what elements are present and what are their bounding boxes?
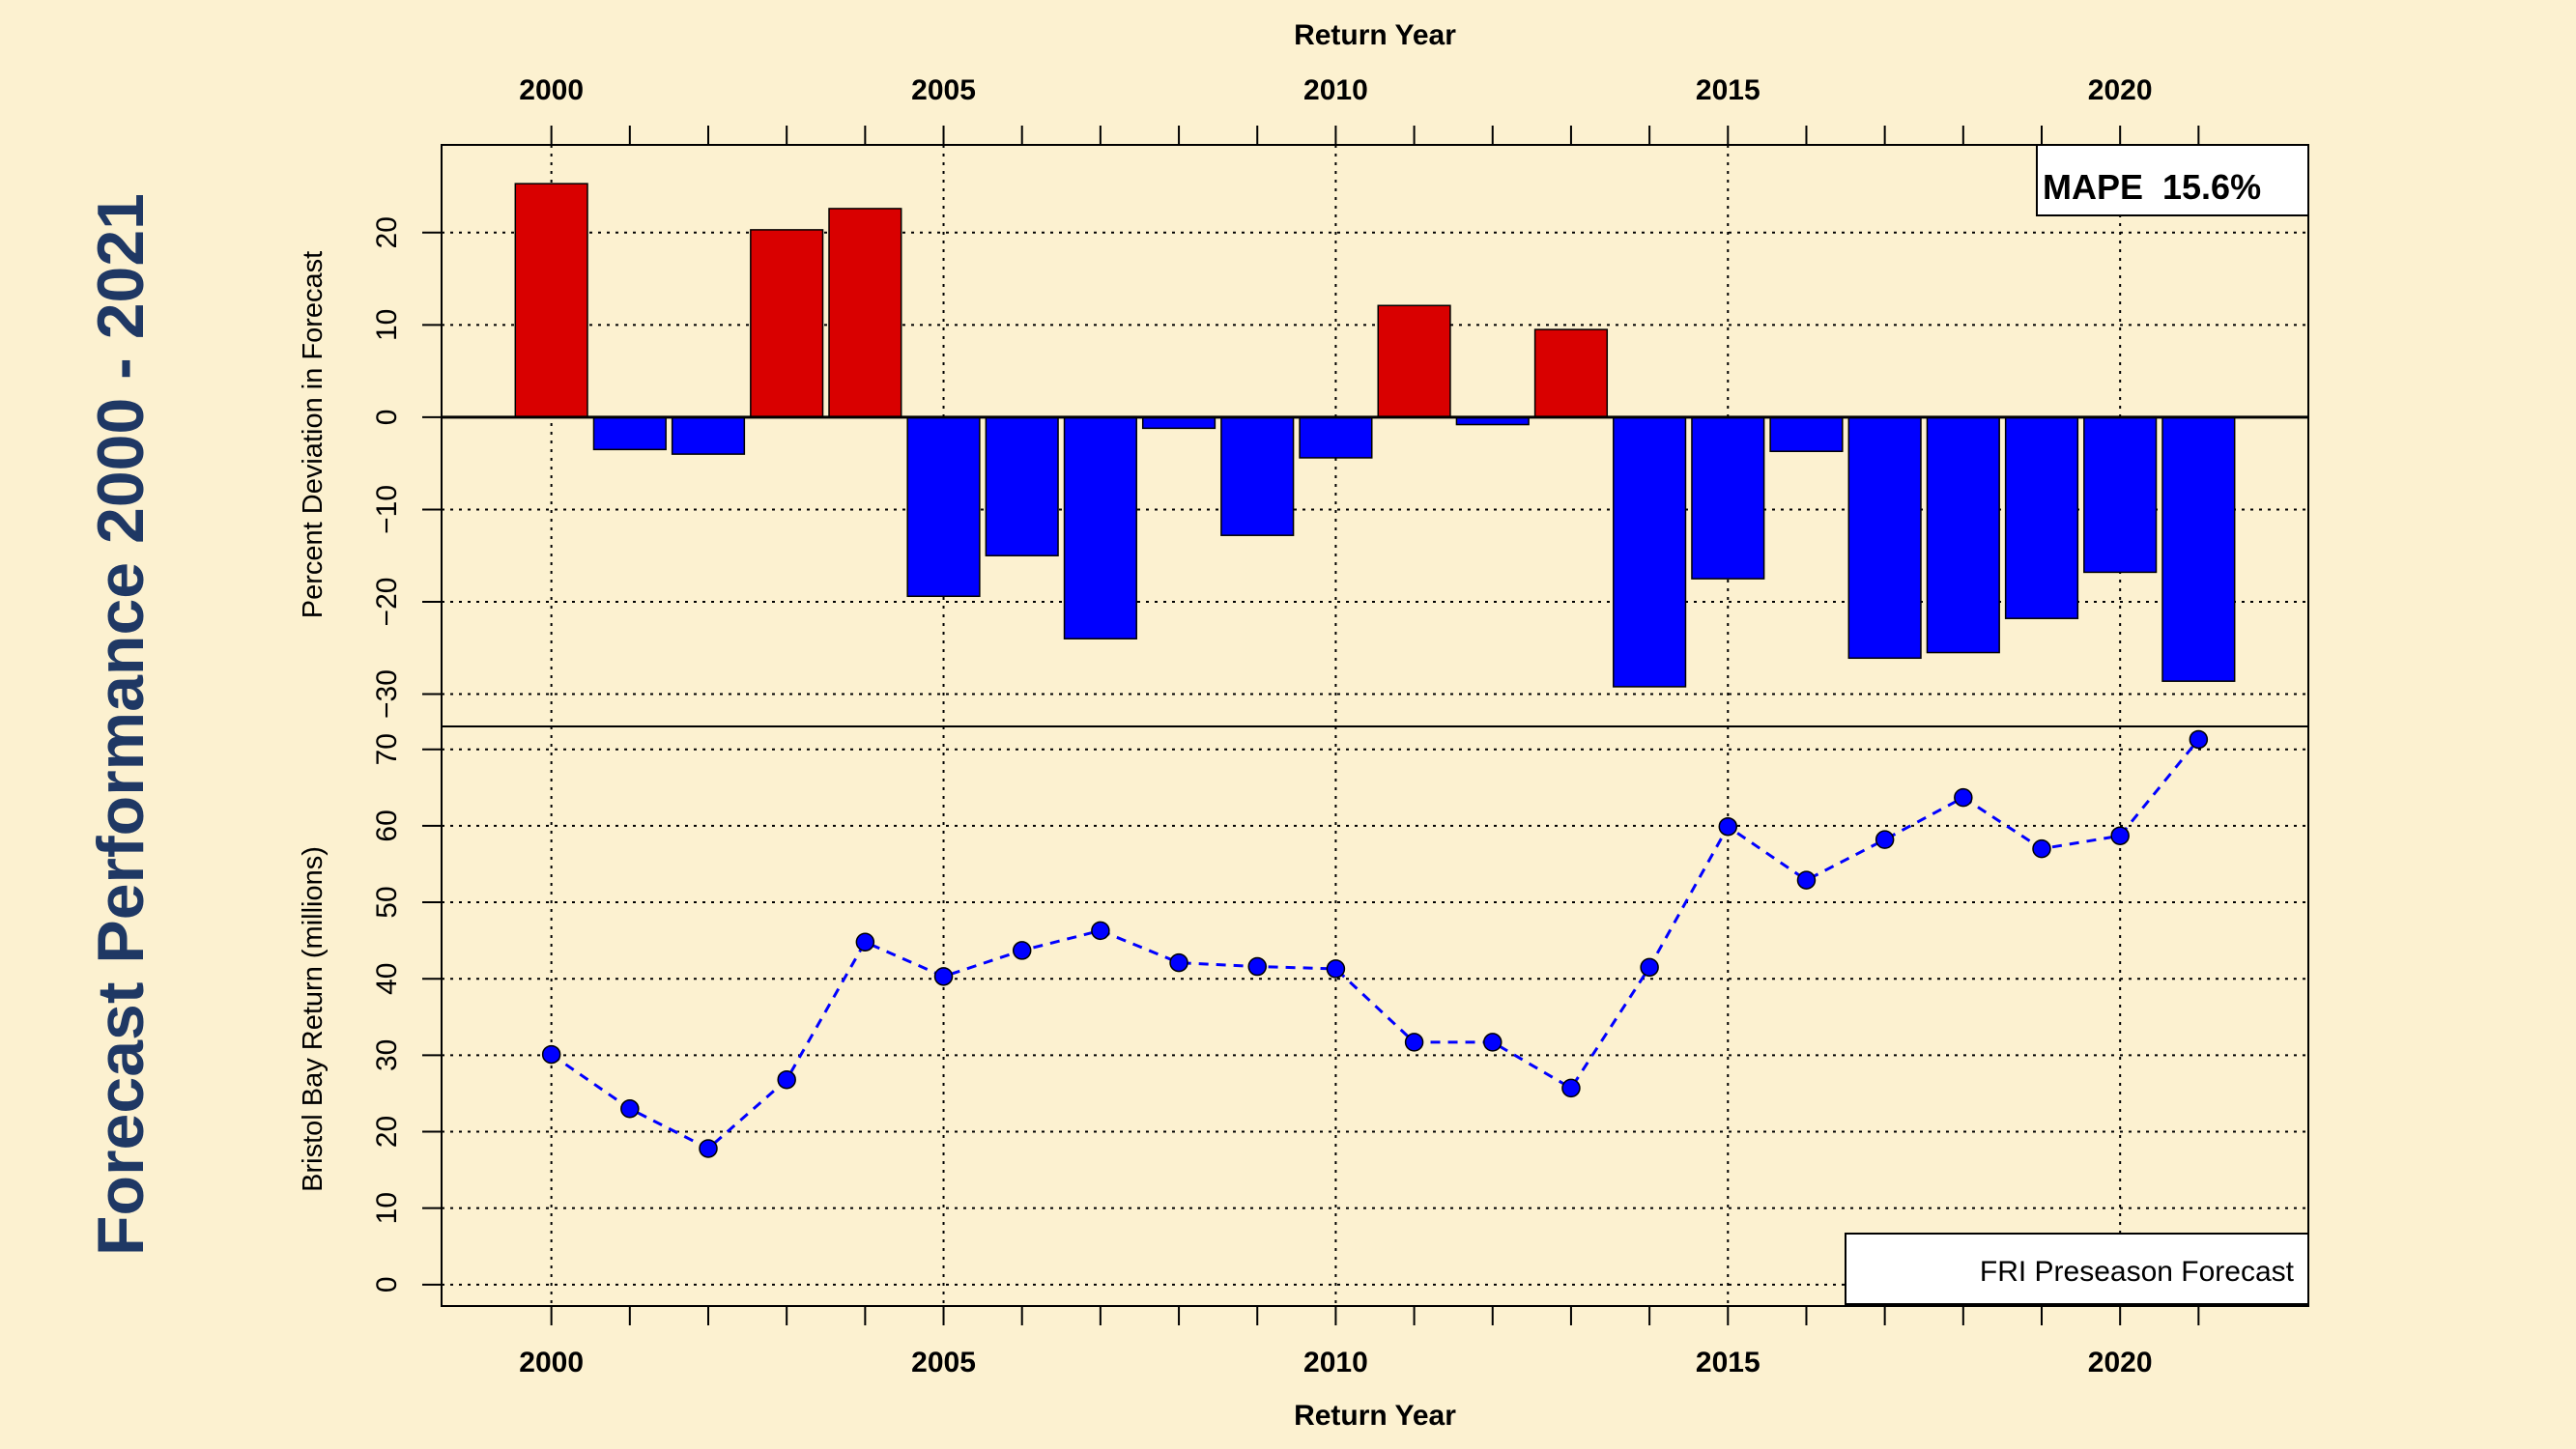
data-point	[1169, 952, 1188, 973]
top-x-axis-title: Return Year	[1294, 19, 1456, 51]
data-point	[1875, 830, 1895, 849]
line-y-tick-label: 0	[371, 1276, 403, 1293]
bar	[1377, 304, 1451, 418]
data-point	[1796, 870, 1817, 890]
bar	[2083, 416, 2158, 574]
data-point	[1561, 1078, 1581, 1098]
line-panel-frame	[441, 725, 2309, 1307]
legend-label: FRI Preseason Forecast	[1980, 1256, 2295, 1288]
bar	[1769, 416, 1844, 452]
data-point	[1483, 1033, 1503, 1052]
line-y-tick-label: 10	[371, 1192, 403, 1224]
data-point	[855, 932, 875, 952]
bar-y-tick-label: 20	[371, 216, 403, 248]
bar	[592, 416, 667, 451]
bar-y-tick-label: 10	[371, 309, 403, 341]
bottom-x-tick-label: 2005	[911, 1347, 976, 1378]
bar	[1220, 416, 1295, 536]
top-x-tick-label: 2015	[1696, 74, 1760, 106]
line-y-tick-label: 60	[371, 810, 403, 841]
bar	[985, 416, 1059, 556]
line-y-tick-label: 70	[371, 733, 403, 765]
data-point	[541, 1044, 561, 1065]
line-y-tick-label: 50	[371, 886, 403, 918]
bottom-x-tick-label: 2010	[1303, 1347, 1368, 1378]
line-y-tick-label: 30	[371, 1039, 403, 1071]
bar	[906, 416, 981, 598]
data-point	[1326, 959, 1346, 979]
bar-y-tick-label: −30	[371, 669, 403, 719]
data-point	[1247, 956, 1267, 977]
data-point	[2189, 729, 2209, 750]
data-point	[2110, 826, 2130, 845]
bar-y-tick-label: −10	[371, 485, 403, 534]
bar-y-axis-title: Percent Deviation in Forecast	[298, 251, 329, 618]
bottom-x-tick-label: 2000	[519, 1347, 584, 1378]
bar-y-tick-label: 0	[371, 410, 403, 426]
line-y-tick-label: 20	[371, 1116, 403, 1148]
line-y-axis-title: Bristol Bay Return (millions)	[298, 846, 329, 1192]
bar	[1141, 416, 1216, 430]
data-point	[699, 1139, 718, 1158]
bar	[671, 416, 746, 455]
data-point	[1012, 941, 1032, 960]
data-point	[777, 1069, 796, 1090]
bar	[1063, 416, 1137, 639]
data-point	[933, 967, 954, 986]
bottom-x-axis-title: Return Year	[1294, 1400, 1456, 1432]
bar	[1533, 328, 1609, 418]
bar	[1691, 416, 1765, 580]
data-point	[1091, 921, 1110, 941]
bar	[750, 229, 824, 418]
top-x-tick-label: 2005	[911, 74, 976, 106]
data-point	[1640, 957, 1659, 978]
bar	[1847, 416, 1922, 660]
legend: FRI Preseason Forecast	[1845, 1233, 2309, 1305]
line-y-tick-label: 40	[371, 963, 403, 995]
data-point	[1404, 1033, 1424, 1052]
bar	[2004, 416, 2079, 619]
bar	[514, 183, 588, 418]
bar-y-tick-label: −20	[371, 578, 403, 627]
data-point	[620, 1099, 640, 1119]
data-point	[2032, 838, 2051, 859]
forecast-line	[550, 738, 2200, 1151]
top-x-tick-label: 2020	[2088, 74, 2153, 106]
bottom-x-tick-label: 2015	[1696, 1347, 1760, 1378]
top-x-tick-label: 2010	[1303, 74, 1368, 106]
bottom-x-tick-label: 2020	[2088, 1347, 2153, 1378]
bar	[1926, 416, 2000, 654]
data-point	[1718, 816, 1738, 837]
mape-annotation: MAPE 15.6%	[2036, 144, 2309, 216]
bar	[2161, 416, 2236, 682]
data-point	[1954, 787, 1973, 808]
bar	[1299, 416, 1373, 459]
mape-label: MAPE 15.6%	[2043, 167, 2261, 207]
bar	[828, 208, 902, 418]
bar	[1613, 416, 1687, 688]
top-x-tick-label: 2000	[519, 74, 584, 106]
